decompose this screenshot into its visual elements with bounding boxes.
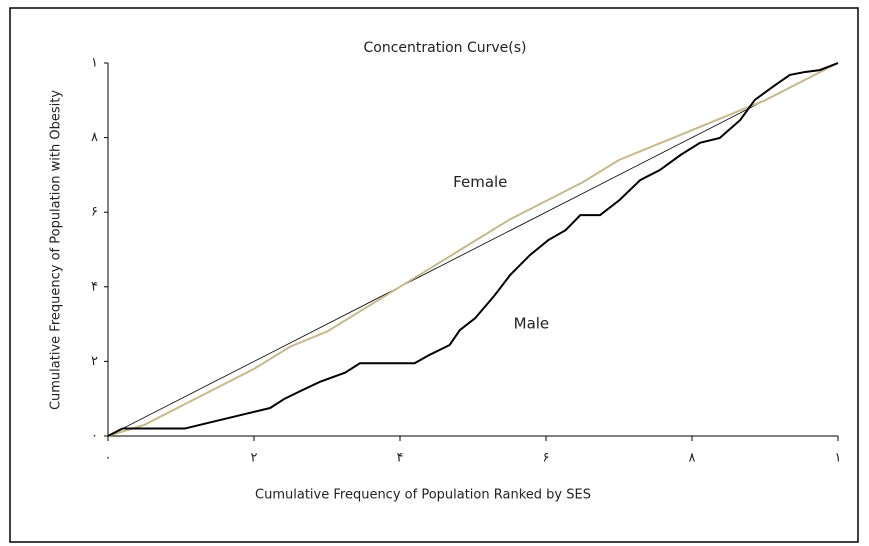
series-line [107,62,839,437]
x-tick-label: ۰ [105,451,112,466]
y-axis-label: Cumulative Frequency of Population with … [49,90,64,410]
series-line [107,62,839,437]
series-line [107,62,839,437]
x-tick-label: ۶ [543,451,550,466]
x-axis-label: Cumulative Frequency of Population Ranke… [255,488,591,503]
y-tick-label: ۶ [91,205,98,220]
y-tick-label: ۴ [91,279,98,294]
x-tick-label: ۴ [397,451,404,466]
y-tick-label: ۰ [91,429,98,444]
y-tick-label: ۸ [91,130,98,145]
frame [9,7,859,543]
y-tick-label: ۲ [91,354,98,369]
chart-title: Concentration Curve(s) [363,40,526,56]
x-tick-label: ۱ [835,451,842,466]
y-tick-label: ۱ [91,56,98,71]
annotation: Male [514,315,550,333]
x-tick-label: ۲ [251,451,258,466]
x-tick-label: ۸ [689,451,696,466]
annotation: Female [453,173,507,191]
